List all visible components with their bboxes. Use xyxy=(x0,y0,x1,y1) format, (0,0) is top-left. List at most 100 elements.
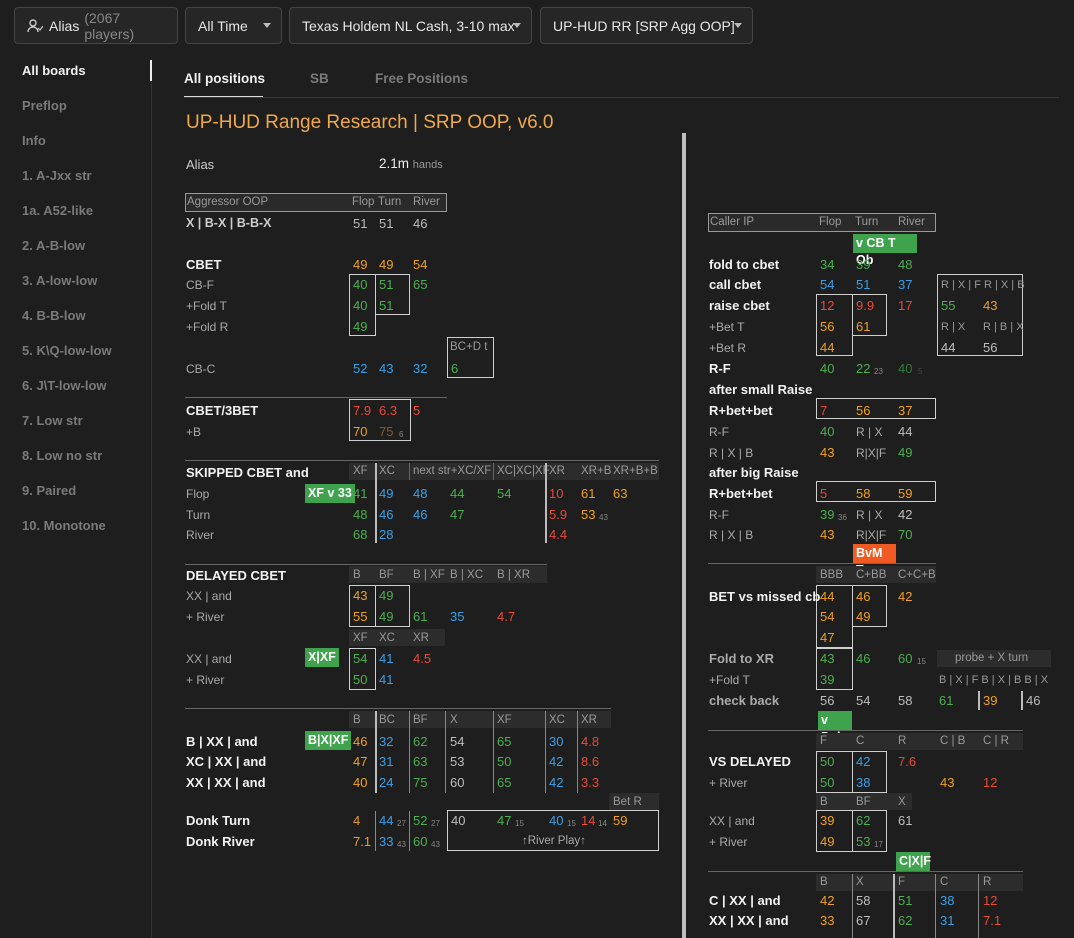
stat: 32 xyxy=(379,734,394,749)
sidebar-item[interactable]: Preflop xyxy=(22,98,67,113)
stat: 62 xyxy=(898,913,913,928)
xbx-label: X | B-X | B-B-X xyxy=(186,216,272,230)
rxb-label: R | X | B xyxy=(709,446,754,460)
hands-unit: hands xyxy=(412,159,443,171)
col-header: C | R xyxy=(983,735,1009,747)
tab-sb[interactable]: SB xyxy=(310,71,329,86)
sidebar-item[interactable]: 10. Monotone xyxy=(22,518,106,533)
rf3-label: R-F xyxy=(709,508,729,522)
stat: 38 xyxy=(856,775,871,790)
stat: 31 xyxy=(379,754,394,769)
stat: 53 xyxy=(856,834,871,849)
bet-r-label: +Bet R xyxy=(709,341,747,355)
stat: 5 xyxy=(413,403,421,418)
stat: 36 xyxy=(838,513,847,522)
col-header: F xyxy=(820,735,828,747)
stat: 59 xyxy=(898,486,913,501)
river-label: River xyxy=(186,528,215,542)
alias-selector[interactable]: Alias (2067 players) xyxy=(14,7,178,44)
stat: 39 xyxy=(983,693,998,708)
cbf-label: CB-F xyxy=(186,278,214,292)
sidebar-item[interactable]: 8. Low no str xyxy=(22,448,103,463)
sidebar-item[interactable]: 7. Low str xyxy=(22,413,83,428)
tab-all-positions[interactable]: All positions xyxy=(184,71,265,86)
stat: 53 xyxy=(450,754,465,769)
vs-delayed-label: VS DELAYED xyxy=(709,754,791,769)
rbb-box xyxy=(816,398,936,419)
cbet3-box xyxy=(349,399,411,441)
stat: 9.9 xyxy=(856,298,875,313)
col-sep xyxy=(935,874,936,938)
hud-dropdown[interactable]: UP-HUD RR [SRP Agg OOP] xyxy=(540,7,753,44)
cxx-label: C | XX | and xyxy=(709,893,781,908)
col-header: R xyxy=(898,735,907,747)
col-header: BF xyxy=(379,569,394,581)
stat: 60 xyxy=(450,775,465,790)
stat: 52 xyxy=(413,813,428,828)
plus-river-label: + River xyxy=(186,610,225,624)
sidebar-item[interactable]: 3. A-low-low xyxy=(22,273,98,288)
xx-and2-label: XX | and xyxy=(186,652,232,666)
aggressor-header xyxy=(185,193,447,212)
stat: 49 xyxy=(898,445,913,460)
cxf-badge: C|X|F xyxy=(896,852,931,871)
tab-free-positions[interactable]: Free Positions xyxy=(375,71,469,86)
stat: 47 xyxy=(820,630,835,645)
rbb-label: R+bet+bet xyxy=(709,403,773,418)
stat: 65 xyxy=(413,277,428,292)
sidebar-item[interactable]: Info xyxy=(22,133,46,148)
stat: 70 xyxy=(898,527,913,542)
stat: 27 xyxy=(431,819,440,828)
sidebar-item[interactable]: 5. K\Q-low-low xyxy=(22,343,112,358)
sidebar-item[interactable]: 4. B-B-low xyxy=(22,308,86,323)
sidebar-item[interactable]: 2. A-B-low xyxy=(22,238,86,253)
plus-river-label: + River xyxy=(709,776,748,790)
stat: 58 xyxy=(856,486,871,501)
sidebar-item[interactable]: 9. Paired xyxy=(22,483,77,498)
sidebar-divider xyxy=(151,82,152,938)
stat: 42 xyxy=(820,893,835,908)
stat: 62 xyxy=(413,734,428,749)
chevron-down-icon xyxy=(513,23,521,28)
stat: 62 xyxy=(856,813,871,828)
stat: 39 xyxy=(856,257,871,272)
stat: 55 xyxy=(353,609,368,624)
sidebar-item[interactable]: 6. J\T-low-low xyxy=(22,378,107,393)
col-header: B | XF xyxy=(413,569,445,581)
stat: 24 xyxy=(379,775,394,790)
hud-value: UP-HUD RR [SRP Agg OOP] xyxy=(553,17,735,34)
game-dropdown[interactable]: Texas Holdem NL Cash, 3-10 max xyxy=(289,7,532,44)
stat: 54 xyxy=(450,734,465,749)
col-header: XR xyxy=(549,465,565,477)
bet-t-label: +Bet T xyxy=(709,320,745,334)
sidebar-item[interactable]: 1. A-Jxx str xyxy=(22,168,92,183)
col-sep xyxy=(893,874,895,938)
fold-t-label: +Fold T xyxy=(709,673,750,687)
sidebar-item-all-boards[interactable]: All boards xyxy=(22,63,86,78)
players-count: (2067 players) xyxy=(84,9,135,42)
col-sep xyxy=(375,711,377,793)
divider xyxy=(185,460,659,461)
header-bg xyxy=(349,629,445,646)
fold-r-label: +Fold R xyxy=(186,320,229,334)
col-header: XF xyxy=(497,714,512,726)
bxxf-badge: B|X|XF xyxy=(305,731,352,750)
cbet-section: CBET xyxy=(186,257,222,272)
stat: 32 xyxy=(413,361,428,376)
col-header: X xyxy=(450,714,458,726)
stat: 6.3 xyxy=(379,403,398,418)
sidebar-item[interactable]: 1a. A52-like xyxy=(22,203,94,218)
river-play-label: ↑River Play↑ xyxy=(522,835,586,847)
stat: 49 xyxy=(353,319,368,334)
alias-label: Alias xyxy=(49,17,80,34)
stat: 51 xyxy=(379,216,394,231)
col-river: River xyxy=(898,216,925,228)
time-dropdown[interactable]: All Time xyxy=(185,7,282,44)
stat: 56 xyxy=(983,340,998,355)
stat: 6 xyxy=(399,430,404,439)
stat: 14 xyxy=(581,813,596,828)
stat: 15 xyxy=(917,657,926,666)
stat: 50 xyxy=(820,775,835,790)
header-bg xyxy=(816,874,1023,891)
col-header: XR+B xyxy=(581,465,612,477)
